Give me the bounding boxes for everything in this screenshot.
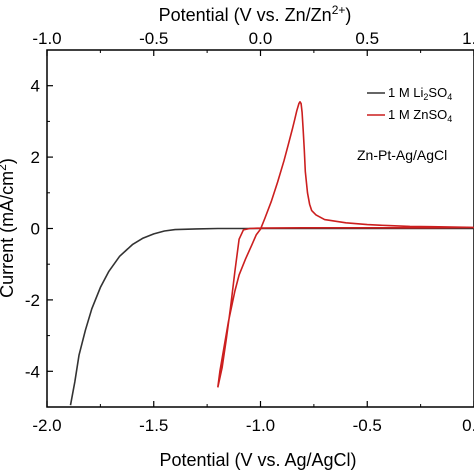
bottom-x-axis: -2.0 -1.5 -1.0 -0.5 0.0 [32,401,474,435]
y-tick-label: 2 [31,148,40,167]
top-x-axis-title: Potential (V vs. Zn/Zn2+) [159,3,352,25]
legend-label-li2so4: 1 M Li2SO4 [388,85,452,102]
y-tick-label: 0 [31,220,40,239]
series-layer [69,101,474,406]
bottom-x-tick-label: 0.0 [462,416,474,435]
y-tick-label: -4 [25,362,40,381]
y-axis-title: Current (mA/cm2) [0,158,17,298]
top-x-tick-label: 0.5 [355,29,379,48]
top-x-tick-label: -0.5 [139,29,168,48]
bottom-x-tick-label: -1.0 [246,416,275,435]
electrode-annotation: Zn-Pt-Ag/AgCl [357,147,447,163]
bottom-x-tick-label: -1.5 [139,416,168,435]
bottom-x-tick-label: -0.5 [353,416,382,435]
bottom-x-axis-title: Potential (V vs. Ag/AgCl) [159,450,356,470]
y-tick-label: 4 [31,77,40,96]
legend: 1 M Li2SO4 1 M ZnSO4 [367,85,452,124]
series-line-znso4 [217,101,474,388]
y-tick-label: -2 [25,291,40,310]
legend-label-znso4: 1 M ZnSO4 [388,107,452,124]
series-line-li2so4 [69,227,474,406]
top-x-axis: -1.0 -0.5 0.0 0.5 1.0 [32,29,474,56]
top-x-tick-label: 0.0 [249,29,273,48]
top-x-tick-label: 1.0 [462,29,474,48]
y-axis: -4 -2 0 2 4 [25,49,53,408]
top-x-tick-label: -1.0 [32,29,61,48]
bottom-x-tick-label: -2.0 [32,416,61,435]
